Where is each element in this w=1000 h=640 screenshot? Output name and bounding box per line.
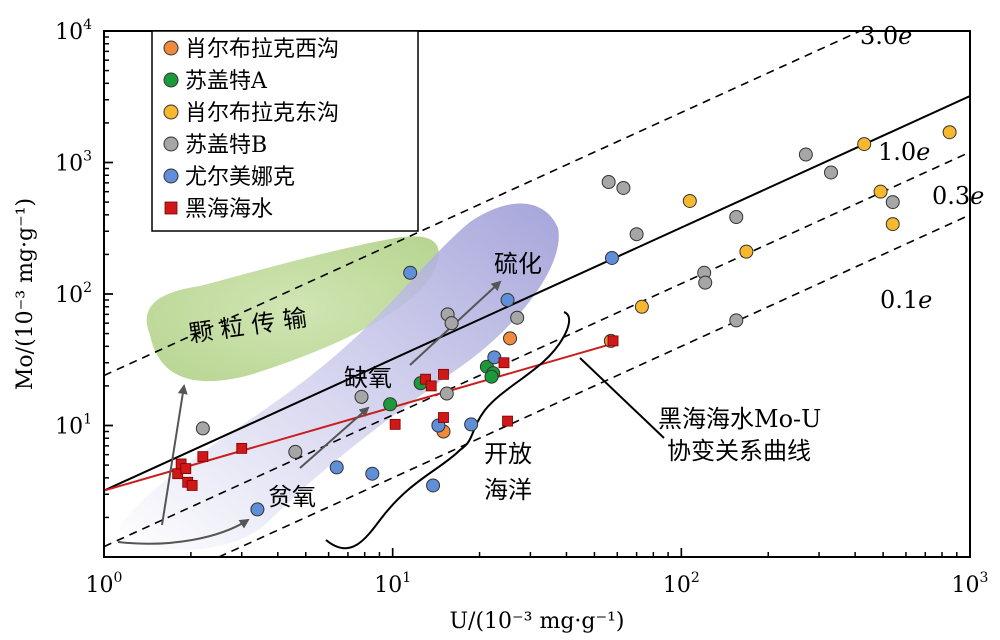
data-point-circle: [426, 478, 441, 493]
data-point-square: [438, 368, 449, 380]
anoxic-label: 缺氧: [344, 364, 392, 392]
reference-line-label: 3.0e: [860, 22, 912, 50]
x-tick-label: 102: [663, 570, 700, 598]
tick-labels: 100 101 102 103 101 102 103 104: [55, 17, 988, 598]
reference-line-0_1e: [216, 214, 970, 557]
data-point-circle: [601, 175, 616, 190]
reference-line-label: 0.1e: [880, 286, 932, 314]
legend-label: 黑海海水: [185, 197, 273, 222]
data-point-circle: [729, 313, 744, 328]
data-point-circle: [885, 217, 900, 232]
data-point-circle: [885, 195, 900, 210]
data-point-circle: [500, 293, 515, 308]
legend-marker: [163, 40, 179, 56]
legend-marker: [163, 136, 179, 152]
data-point-circle: [354, 389, 369, 404]
reference-line-label: 0.3e: [932, 182, 984, 210]
suboxic-label: 贫氧: [268, 483, 316, 511]
x-axis-title: U/(10⁻³ mg·g⁻¹): [450, 609, 625, 634]
open-ocean-brace: [325, 311, 571, 550]
data-point-circle: [729, 210, 744, 225]
data-point-circle: [250, 502, 265, 517]
legend-label: 肖尔布拉克西沟: [185, 37, 339, 62]
data-point-circle: [824, 165, 839, 180]
covariation-leader: [579, 357, 665, 439]
legend-label: 肖尔布拉克东沟: [185, 101, 339, 126]
y-tick-label: 101: [55, 412, 92, 440]
data-point-square: [498, 357, 510, 369]
reference-line-label: 1.0e: [878, 138, 930, 166]
y-tick-label: 102: [55, 280, 92, 308]
data-point-circle: [873, 184, 888, 199]
x-tick-label: 101: [374, 570, 411, 598]
data-point-square: [607, 335, 619, 347]
data-point-circle: [682, 193, 697, 208]
x-tick-label: 100: [86, 570, 123, 598]
data-point-circle: [616, 180, 631, 195]
data-point-circle: [444, 316, 459, 331]
legend-label: 苏盖特A: [185, 69, 268, 94]
data-point-circle: [288, 444, 303, 459]
data-point-circle: [487, 350, 502, 365]
arrow-to-suboxic: [117, 518, 250, 545]
particulate-shuttle-region: [146, 236, 439, 382]
data-point-square: [425, 380, 437, 392]
data-point-circle: [503, 331, 518, 346]
legend-marker: [163, 72, 179, 88]
data-point-circle: [365, 466, 380, 481]
data-point-circle: [634, 299, 649, 314]
arrow-to-anoxic: [299, 406, 370, 469]
data-point-circle: [403, 265, 418, 280]
data-points: [172, 125, 957, 517]
y-tick-label: 103: [55, 149, 92, 177]
data-point-square: [236, 442, 248, 454]
data-point-square: [389, 418, 401, 430]
axis-ticks: [103, 30, 971, 558]
sulfidic-label: 硫化: [494, 250, 542, 278]
open-ocean-label-line2: 海洋: [484, 476, 532, 504]
data-point-square: [502, 415, 513, 427]
data-point-circle: [464, 417, 479, 432]
covariation-label-line1: 黑海海水Mo-U: [658, 405, 821, 433]
trend-arrows: [117, 280, 502, 545]
data-point-square: [186, 480, 198, 491]
data-point-circle: [857, 137, 872, 152]
legend-marker: [163, 168, 179, 184]
data-point-circle: [484, 369, 499, 384]
data-point-circle: [383, 397, 398, 412]
data-point-circle: [510, 310, 525, 325]
data-point-square: [197, 451, 209, 463]
data-point-circle: [739, 244, 754, 259]
redox-trend-region: [118, 203, 559, 550]
reference-line-3_0e: [104, 31, 863, 377]
data-point-circle: [195, 421, 210, 436]
data-point-circle: [942, 125, 957, 140]
data-point-circle: [329, 460, 344, 475]
open-ocean-label-line1: 开放: [484, 440, 532, 468]
legend-label: 苏盖特B: [185, 133, 267, 158]
y-tick-label: 104: [55, 17, 92, 45]
arrow-particulate: [161, 384, 188, 526]
reference-line-labels: 3.0e 1.0e0.3e 0.1e: [860, 22, 984, 314]
data-point-circle: [604, 250, 619, 265]
legend-marker: [163, 104, 179, 120]
data-point-square: [438, 412, 449, 423]
y-axis-title: Mo/(10⁻³ mg·g⁻¹): [13, 198, 38, 390]
reference-line-1_0e: [104, 95, 970, 492]
legend-box: [151, 30, 419, 232]
data-point-square: [180, 463, 192, 475]
data-point-circle: [439, 386, 454, 401]
data-point-square: [420, 373, 431, 385]
data-point-circle: [698, 275, 713, 290]
data-point-circle: [798, 147, 813, 162]
data-point-circle: [629, 227, 644, 242]
legend-marker: [164, 201, 178, 215]
covariation-label-line2: 协变关系曲线: [667, 437, 811, 465]
x-tick-label: 103: [952, 570, 989, 598]
reference-line-0_3e: [104, 151, 970, 548]
reference-lines: [104, 31, 970, 557]
legend-label: 尤尔美娜克: [185, 165, 295, 190]
